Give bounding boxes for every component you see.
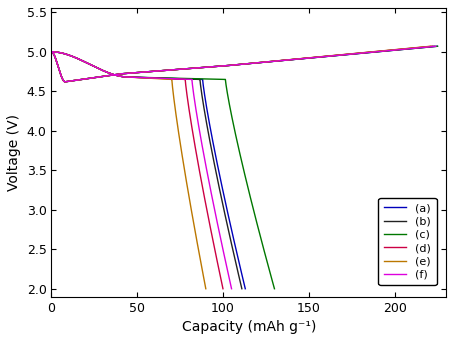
(f) [191,91,196,95]
(f) [109,72,115,76]
(e) [162,77,168,81]
(b) [239,287,245,291]
(a) [238,269,244,273]
(a) [48,50,54,54]
Legend: (a), (b), (c), (d), (e), (f): (a), (b), (c), (d), (e), (f) [378,197,437,285]
(a) [164,76,170,80]
(e) [170,91,176,95]
(a) [242,287,248,291]
(c) [176,76,182,80]
(e) [203,287,208,291]
Line: (f): (f) [51,52,231,289]
Line: (d): (d) [51,52,223,289]
Line: (b): (b) [51,52,242,289]
(f) [229,287,234,291]
(d) [173,77,178,81]
(e) [202,281,207,285]
Y-axis label: Voltage (V): Voltage (V) [7,114,21,191]
Line: (a): (a) [51,52,245,289]
(f) [227,281,233,285]
(a) [109,72,115,76]
(e) [200,269,205,273]
(c) [225,91,230,95]
(d) [219,281,224,285]
(a) [241,281,246,285]
(e) [148,76,154,80]
(a) [202,91,207,95]
(c) [267,269,272,273]
(c) [48,50,54,54]
(c) [272,287,277,291]
(d) [155,76,161,80]
(a) [188,77,193,81]
(b) [163,76,169,80]
Line: (c): (c) [51,52,275,289]
X-axis label: Capacity (mAh g⁻¹): Capacity (mAh g⁻¹) [182,320,316,334]
(b) [238,281,243,285]
(c) [109,72,115,76]
Line: (e): (e) [51,52,206,289]
(d) [109,72,115,76]
(d) [184,91,189,95]
(d) [48,50,54,54]
(d) [217,269,222,273]
(f) [225,269,230,273]
(b) [109,72,115,76]
(f) [159,76,164,80]
(e) [109,72,115,76]
(b) [235,269,241,273]
(f) [179,77,184,81]
(d) [220,287,226,291]
(e) [48,50,54,54]
(b) [199,91,204,95]
(b) [185,77,191,81]
(f) [48,50,54,54]
(c) [207,77,212,81]
(b) [48,50,54,54]
(c) [270,281,275,285]
